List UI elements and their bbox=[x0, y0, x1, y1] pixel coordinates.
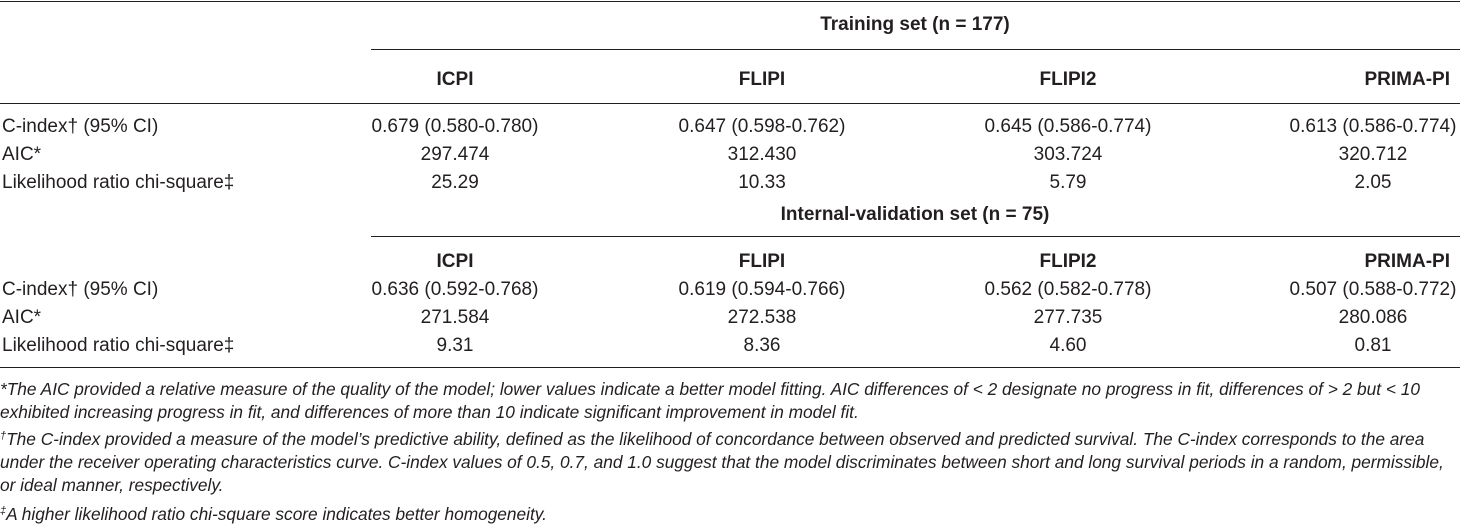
validation-row-label-aic: AIC* bbox=[2, 307, 42, 328]
validation-set-title: Internal-validation set (n = 75) bbox=[780, 204, 1050, 225]
validation-set-header-rule bbox=[371, 236, 1460, 237]
training-set-header-rule bbox=[371, 49, 1460, 50]
validation-column-prima-pi: PRIMA-PI bbox=[1364, 251, 1451, 272]
training-aic-prima-pi: 320.712 bbox=[1338, 144, 1408, 165]
training-column-icpi: ICPI bbox=[436, 69, 474, 90]
validation-column-flipi2: FLIPI2 bbox=[1039, 251, 1097, 272]
validation-aic-prima-pi: 280.086 bbox=[1338, 307, 1408, 328]
validation-aic-flipi2: 277.735 bbox=[1033, 307, 1103, 328]
validation-column-icpi: ICPI bbox=[436, 251, 474, 272]
validation-cindex-icpi: 0.636 (0.592-0.768) bbox=[371, 279, 539, 300]
footnote-likelihood-mark: ‡ bbox=[0, 505, 7, 517]
validation-cindex-flipi: 0.619 (0.594-0.766) bbox=[678, 279, 846, 300]
training-columns-header-rule bbox=[0, 103, 1460, 104]
footnote-likelihood: ‡A higher likelihood ratio chi-square sc… bbox=[0, 503, 1460, 526]
footnote-likelihood-text: A higher likelihood ratio chi-square sco… bbox=[6, 504, 547, 524]
validation-cindex-flipi2: 0.562 (0.582-0.778) bbox=[984, 279, 1152, 300]
validation-lr-flipi2: 4.60 bbox=[1049, 335, 1087, 356]
validation-lr-icpi: 9.31 bbox=[436, 335, 474, 356]
validation-column-flipi: FLIPI bbox=[738, 251, 786, 272]
training-column-flipi2: FLIPI2 bbox=[1039, 69, 1097, 90]
validation-aic-flipi: 272.538 bbox=[727, 307, 797, 328]
training-row-label-lr: Likelihood ratio chi-square‡ bbox=[2, 172, 235, 193]
validation-lr-flipi: 8.36 bbox=[743, 335, 781, 356]
training-aic-flipi: 312.430 bbox=[727, 144, 797, 165]
table-bottom-rule bbox=[0, 367, 1460, 368]
training-aic-icpi: 297.474 bbox=[420, 144, 490, 165]
training-column-flipi: FLIPI bbox=[738, 69, 786, 90]
footnote-cindex-mark: † bbox=[0, 430, 7, 442]
footnote-aic-text: *The AIC provided a relative measure of … bbox=[0, 379, 1420, 422]
training-lr-flipi2: 5.79 bbox=[1049, 172, 1087, 193]
validation-row-label-lr: Likelihood ratio chi-square‡ bbox=[2, 335, 235, 356]
training-aic-flipi2: 303.724 bbox=[1033, 144, 1103, 165]
training-lr-prima-pi: 2.05 bbox=[1354, 172, 1392, 193]
training-set-title: Training set (n = 177) bbox=[820, 14, 1010, 35]
training-lr-flipi: 10.33 bbox=[738, 172, 786, 193]
validation-cindex-prima-pi: 0.507 (0.588-0.772) bbox=[1289, 279, 1457, 300]
training-row-label-aic: AIC* bbox=[2, 144, 42, 165]
training-column-prima-pi: PRIMA-PI bbox=[1364, 69, 1451, 90]
footnote-aic: *The AIC provided a relative measure of … bbox=[0, 378, 1460, 424]
validation-aic-icpi: 271.584 bbox=[420, 307, 490, 328]
training-lr-icpi: 25.29 bbox=[431, 172, 479, 193]
training-cindex-flipi: 0.647 (0.598-0.762) bbox=[678, 116, 846, 137]
training-cindex-icpi: 0.679 (0.580-0.780) bbox=[371, 116, 539, 137]
footnote-cindex: †The C-index provided a measure of the m… bbox=[0, 428, 1460, 497]
footnote-cindex-text: The C-index provided a measure of the mo… bbox=[0, 429, 1444, 495]
training-row-label-cindex: C-index† (95% CI) bbox=[2, 116, 159, 137]
training-cindex-flipi2: 0.645 (0.586-0.774) bbox=[984, 116, 1152, 137]
training-cindex-prima-pi: 0.613 (0.586-0.774) bbox=[1289, 116, 1457, 137]
table-top-rule bbox=[0, 1, 1460, 2]
validation-row-label-cindex: C-index† (95% CI) bbox=[2, 279, 159, 300]
validation-lr-prima-pi: 0.81 bbox=[1354, 335, 1392, 356]
